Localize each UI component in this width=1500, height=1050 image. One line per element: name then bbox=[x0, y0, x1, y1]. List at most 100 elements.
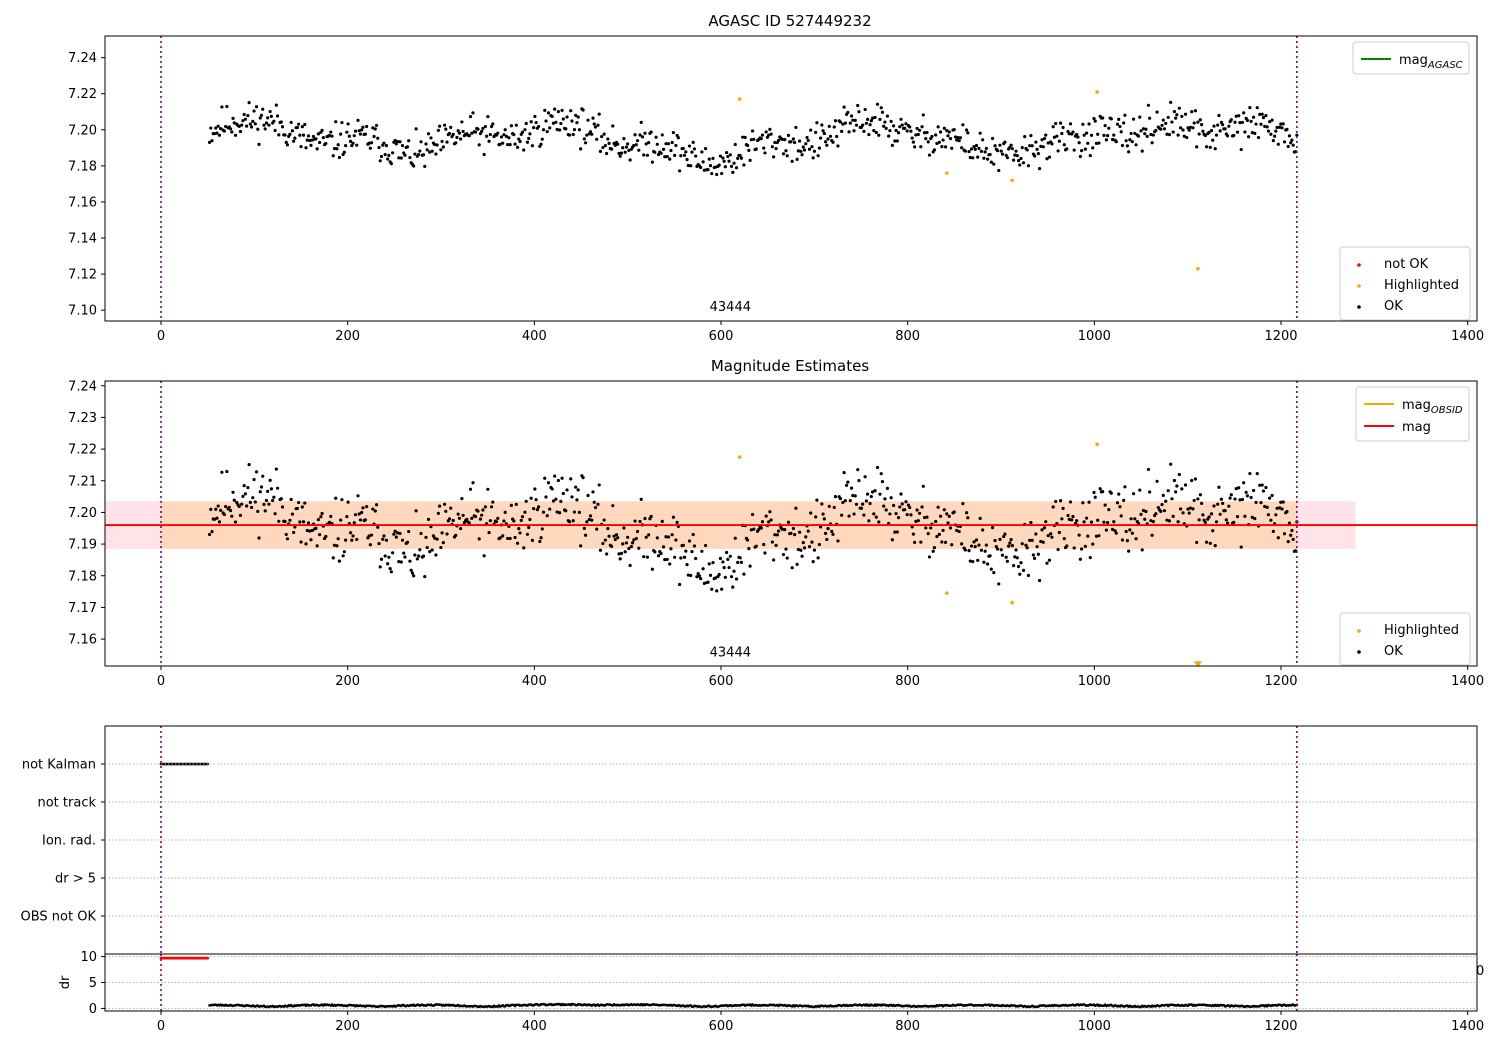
ok-point bbox=[1161, 118, 1165, 122]
ok-point bbox=[893, 139, 897, 143]
ok-point bbox=[496, 131, 500, 135]
ok-point bbox=[243, 492, 248, 496]
ok-point bbox=[1045, 561, 1049, 565]
ok-point bbox=[590, 132, 594, 136]
ok-point bbox=[283, 519, 287, 524]
ok-point bbox=[692, 544, 697, 548]
ok-point bbox=[384, 538, 389, 542]
ok-point bbox=[503, 128, 507, 132]
ok-point bbox=[736, 560, 740, 565]
ok-point bbox=[435, 537, 439, 541]
ok-point bbox=[398, 140, 402, 144]
ok-point bbox=[374, 123, 379, 128]
ok-point bbox=[989, 160, 993, 164]
ok-point bbox=[1049, 532, 1053, 536]
ok-point bbox=[833, 494, 838, 499]
ok-point bbox=[1123, 485, 1127, 489]
ok-point bbox=[292, 530, 296, 535]
ok-point bbox=[681, 543, 685, 547]
ok-point bbox=[414, 127, 418, 131]
ok-point bbox=[637, 546, 641, 550]
ok-point bbox=[595, 527, 599, 531]
ok-point bbox=[295, 506, 299, 511]
ok-point bbox=[899, 492, 903, 496]
ok-point bbox=[1003, 140, 1007, 144]
ok-point bbox=[582, 137, 586, 141]
ok-point bbox=[1180, 114, 1184, 118]
ok-point bbox=[733, 536, 737, 540]
ok-point bbox=[622, 526, 626, 530]
ok-point bbox=[883, 120, 887, 124]
ok-point bbox=[551, 121, 556, 125]
ok-point bbox=[1154, 512, 1158, 516]
ok-point bbox=[324, 534, 328, 539]
ok-point bbox=[1282, 140, 1287, 144]
ok-point bbox=[1019, 561, 1023, 565]
ok-point bbox=[494, 520, 499, 524]
ok-point bbox=[686, 163, 690, 168]
ok-point bbox=[868, 501, 872, 506]
ok-point bbox=[1240, 497, 1245, 502]
ok-point bbox=[873, 489, 877, 493]
ok-point bbox=[340, 498, 344, 502]
ok-point bbox=[327, 520, 332, 524]
x-tick-label: 1200 bbox=[1264, 1019, 1297, 1034]
ok-point bbox=[454, 141, 458, 145]
ok-point bbox=[570, 119, 574, 123]
ok-point bbox=[1212, 504, 1216, 508]
ok-point bbox=[1107, 126, 1111, 130]
ok-point bbox=[998, 143, 1002, 147]
ok-point bbox=[806, 529, 810, 533]
ok-point bbox=[1212, 124, 1216, 128]
ok-point bbox=[966, 131, 970, 135]
ok-point bbox=[334, 120, 338, 124]
ok-point bbox=[844, 483, 849, 488]
ok-point bbox=[224, 504, 228, 509]
ok-point bbox=[1002, 534, 1006, 539]
ok-point bbox=[541, 128, 546, 132]
ok-point bbox=[299, 145, 303, 149]
ok-point bbox=[507, 136, 511, 140]
ok-point bbox=[1282, 532, 1287, 536]
ok-point bbox=[436, 511, 440, 515]
ok-point bbox=[1004, 153, 1008, 157]
ok-point bbox=[1235, 130, 1240, 134]
ok-point bbox=[1156, 506, 1160, 510]
ok-point bbox=[288, 518, 292, 522]
ok-point bbox=[847, 130, 851, 134]
y-tick-label: 7.21 bbox=[68, 474, 97, 489]
ok-point bbox=[514, 502, 518, 506]
ok-point bbox=[1125, 144, 1129, 148]
ok-point bbox=[310, 138, 314, 142]
ok-point bbox=[222, 129, 226, 133]
ok-point bbox=[1169, 462, 1173, 466]
ok-point bbox=[686, 573, 690, 577]
ok-point bbox=[1217, 485, 1221, 489]
ok-point bbox=[644, 535, 648, 539]
ok-point bbox=[496, 516, 500, 520]
ok-point bbox=[638, 133, 642, 137]
panel-title: Magnitude Estimates bbox=[711, 357, 869, 375]
ok-point bbox=[576, 115, 580, 119]
ok-point bbox=[342, 150, 346, 154]
ok-point bbox=[673, 555, 677, 559]
ok-point bbox=[772, 155, 776, 159]
ok-point bbox=[738, 154, 742, 158]
ok-point bbox=[400, 144, 405, 148]
ok-point bbox=[947, 514, 951, 518]
ok-point bbox=[917, 128, 922, 132]
ok-point bbox=[1174, 116, 1178, 120]
ok-point bbox=[501, 534, 505, 538]
ok-point bbox=[1264, 113, 1268, 118]
ok-point bbox=[1029, 133, 1033, 138]
x-tick-label: 1200 bbox=[1264, 674, 1297, 689]
ok-point bbox=[1077, 533, 1081, 537]
ok-point bbox=[749, 138, 753, 142]
ok-point bbox=[1025, 546, 1029, 550]
ok-point bbox=[1259, 501, 1263, 505]
ok-point bbox=[501, 141, 505, 145]
ok-point bbox=[279, 120, 283, 124]
ok-point bbox=[301, 520, 306, 524]
ok-point bbox=[1275, 506, 1279, 510]
ok-point bbox=[416, 554, 421, 558]
